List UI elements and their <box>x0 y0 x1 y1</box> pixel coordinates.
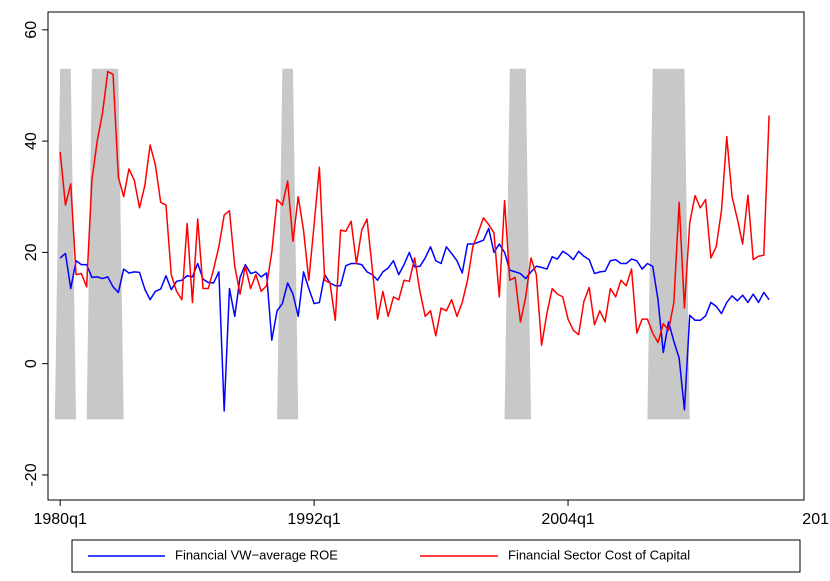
recession-band <box>504 68 532 420</box>
x-tick-label: 201 <box>802 511 829 528</box>
legend-label: Financial VW−average ROE <box>175 547 338 562</box>
series-line <box>59 70 770 347</box>
plot-area <box>54 68 770 420</box>
recession-band <box>86 68 124 420</box>
x-tick-label: 1992q1 <box>287 511 340 528</box>
y-tick-label: 60 <box>23 21 40 39</box>
legend: Financial VW−average ROE Financial Sector… <box>88 547 690 562</box>
plot-frame <box>47 11 805 501</box>
y-tick-label: 0 <box>23 359 40 368</box>
y-tick-label: 40 <box>23 132 40 150</box>
recession-band <box>277 68 299 420</box>
legend-label: Financial Sector Cost of Capital <box>508 547 690 562</box>
recession-band <box>647 68 690 420</box>
x-tick-label: 2004q1 <box>541 511 594 528</box>
x-tick-label: 1980q1 <box>33 511 86 528</box>
series-line <box>59 227 770 412</box>
y-tick-label: 20 <box>23 243 40 261</box>
y-tick-label: -20 <box>23 463 40 486</box>
